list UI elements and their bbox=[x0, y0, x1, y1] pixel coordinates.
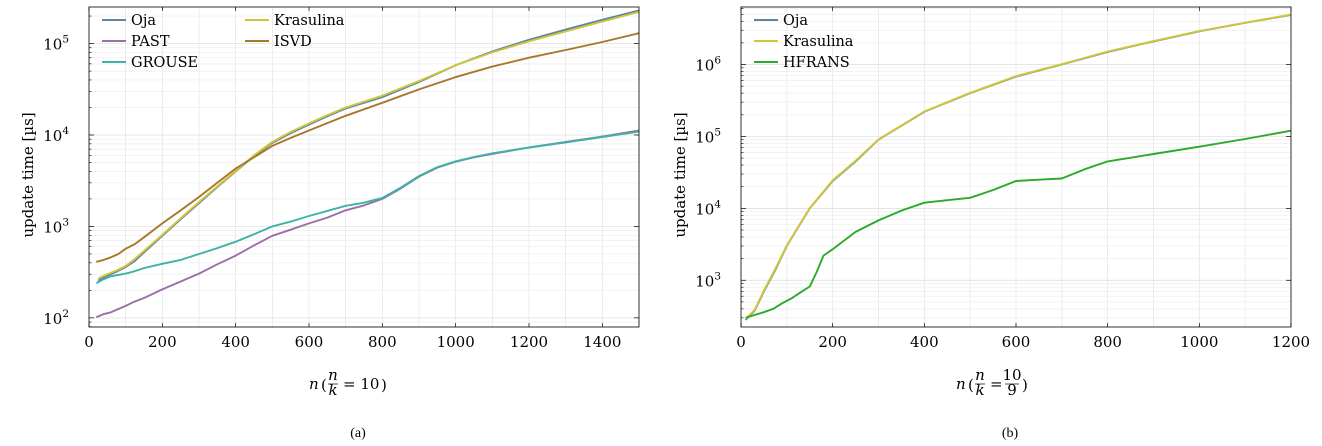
chart-a-x-label-rhs: = 10 bbox=[343, 375, 379, 393]
chart-b-x-tick-label: 600 bbox=[1002, 333, 1031, 351]
chart-b-x-tick-label: 1200 bbox=[1272, 333, 1310, 351]
chart-b-x-label-lparen: ( bbox=[968, 376, 974, 394]
chart-b-y-tick-label: 104 bbox=[695, 198, 721, 218]
chart-a-x-tick-label: 800 bbox=[368, 333, 397, 351]
chart-a-legend: Oja PAST GROUSE Krasulina ISVD bbox=[102, 13, 345, 71]
chart-b-x-tick-label: 1000 bbox=[1180, 333, 1218, 351]
chart-b-x-label-rhs-num: 10 bbox=[1002, 366, 1021, 384]
chart-a-x-label-frac-num: n bbox=[328, 366, 338, 384]
chart-a-y-tick-label: 102 bbox=[43, 308, 69, 328]
chart-b-x-axis-label: n ( n k = 10 9 ) bbox=[956, 366, 1028, 399]
chart-b-x-label-var: n bbox=[956, 375, 966, 393]
chart-a-legend-label: GROUSE bbox=[131, 55, 198, 71]
chart-b-y-tick-label: 105 bbox=[695, 126, 721, 146]
chart-a-x-label-frac-den: k bbox=[328, 381, 337, 399]
chart-a-x-label-rparen: ) bbox=[381, 376, 387, 394]
chart-b-y-tick-label: 106 bbox=[695, 55, 721, 75]
chart-b-x-label-frac-den: k bbox=[975, 381, 984, 399]
chart-a-x-tick-label: 0 bbox=[84, 333, 94, 351]
chart-b-x-tick-label: 0 bbox=[736, 333, 746, 351]
chart-b-x-tick-label: 800 bbox=[1093, 333, 1122, 351]
chart-b-series-hfrans bbox=[745, 129, 1292, 319]
chart-b-x-label-rparen: ) bbox=[1022, 376, 1028, 394]
chart-a-series-isvd bbox=[96, 32, 640, 263]
chart-a-plot-frame bbox=[88, 6, 640, 328]
chart-a-legend-label: Krasulina bbox=[274, 13, 345, 29]
chart-a-x-tick-label: 400 bbox=[221, 333, 250, 351]
chart-a-series-krasulina bbox=[97, 10, 640, 280]
chart-b-legend-label: Krasulina bbox=[783, 34, 854, 50]
chart-b-y-axis-label: update time [µs] bbox=[671, 112, 689, 237]
chart-b-x-label-rhs-den: 9 bbox=[1007, 381, 1017, 399]
chart-b-x-tick-label: 400 bbox=[910, 333, 939, 351]
chart-a-y-tick-label: 104 bbox=[43, 125, 69, 145]
chart-a-y-tick-label: 105 bbox=[43, 34, 69, 54]
chart-a-y-axis-label: update time [µs] bbox=[19, 112, 37, 237]
chart-a-caption: (a) bbox=[350, 426, 366, 441]
chart-b-series-krasulina bbox=[744, 13, 1292, 320]
chart-b: 0 200 400 600 800 1000 1200 103 104 105 106 Oja Kra… bbox=[671, 6, 1310, 441]
chart-b-legend: Oja Krasulina HFRANS bbox=[754, 13, 854, 71]
chart-a-x-label-var: n bbox=[309, 375, 319, 393]
chart-a-x-tick-label: 1000 bbox=[437, 333, 475, 351]
chart-a-legend-label: ISVD bbox=[274, 34, 312, 50]
chart-a-series bbox=[95, 9, 640, 318]
chart-a-x-label-lparen: ( bbox=[321, 376, 327, 394]
chart-b-x-label-frac-num: n bbox=[975, 366, 985, 384]
chart-b-x-tick-label: 200 bbox=[818, 333, 847, 351]
chart-b-x-label-eq: = bbox=[990, 375, 1003, 393]
chart-a-y-tick-label: 103 bbox=[43, 216, 69, 236]
chart-b-caption: (b) bbox=[1002, 426, 1019, 441]
chart-b-legend-label: HFRANS bbox=[783, 55, 850, 71]
chart-a-grid bbox=[88, 7, 640, 328]
chart-a-x-tick-label: 1200 bbox=[510, 333, 548, 351]
chart-a-series-past bbox=[95, 129, 640, 318]
chart-b-y-tick-label: 103 bbox=[695, 270, 721, 290]
chart-a-x-tick-label: 600 bbox=[295, 333, 324, 351]
chart-a-legend-label: Oja bbox=[131, 13, 156, 29]
chart-b-series bbox=[744, 13, 1292, 321]
chart-a-legend-label: PAST bbox=[131, 34, 170, 50]
chart-a-x-tick-label: 200 bbox=[148, 333, 177, 351]
chart-a-x-tick-label: 1400 bbox=[583, 333, 621, 351]
chart-a: 0 200 400 600 800 1000 1200 1400 102 103 104 105 Oj… bbox=[19, 6, 640, 441]
chart-b-legend-label: Oja bbox=[783, 13, 808, 29]
chart-a-x-axis-label: n ( n k = 10 ) bbox=[309, 366, 387, 399]
chart-a-series-grouse bbox=[95, 130, 640, 284]
